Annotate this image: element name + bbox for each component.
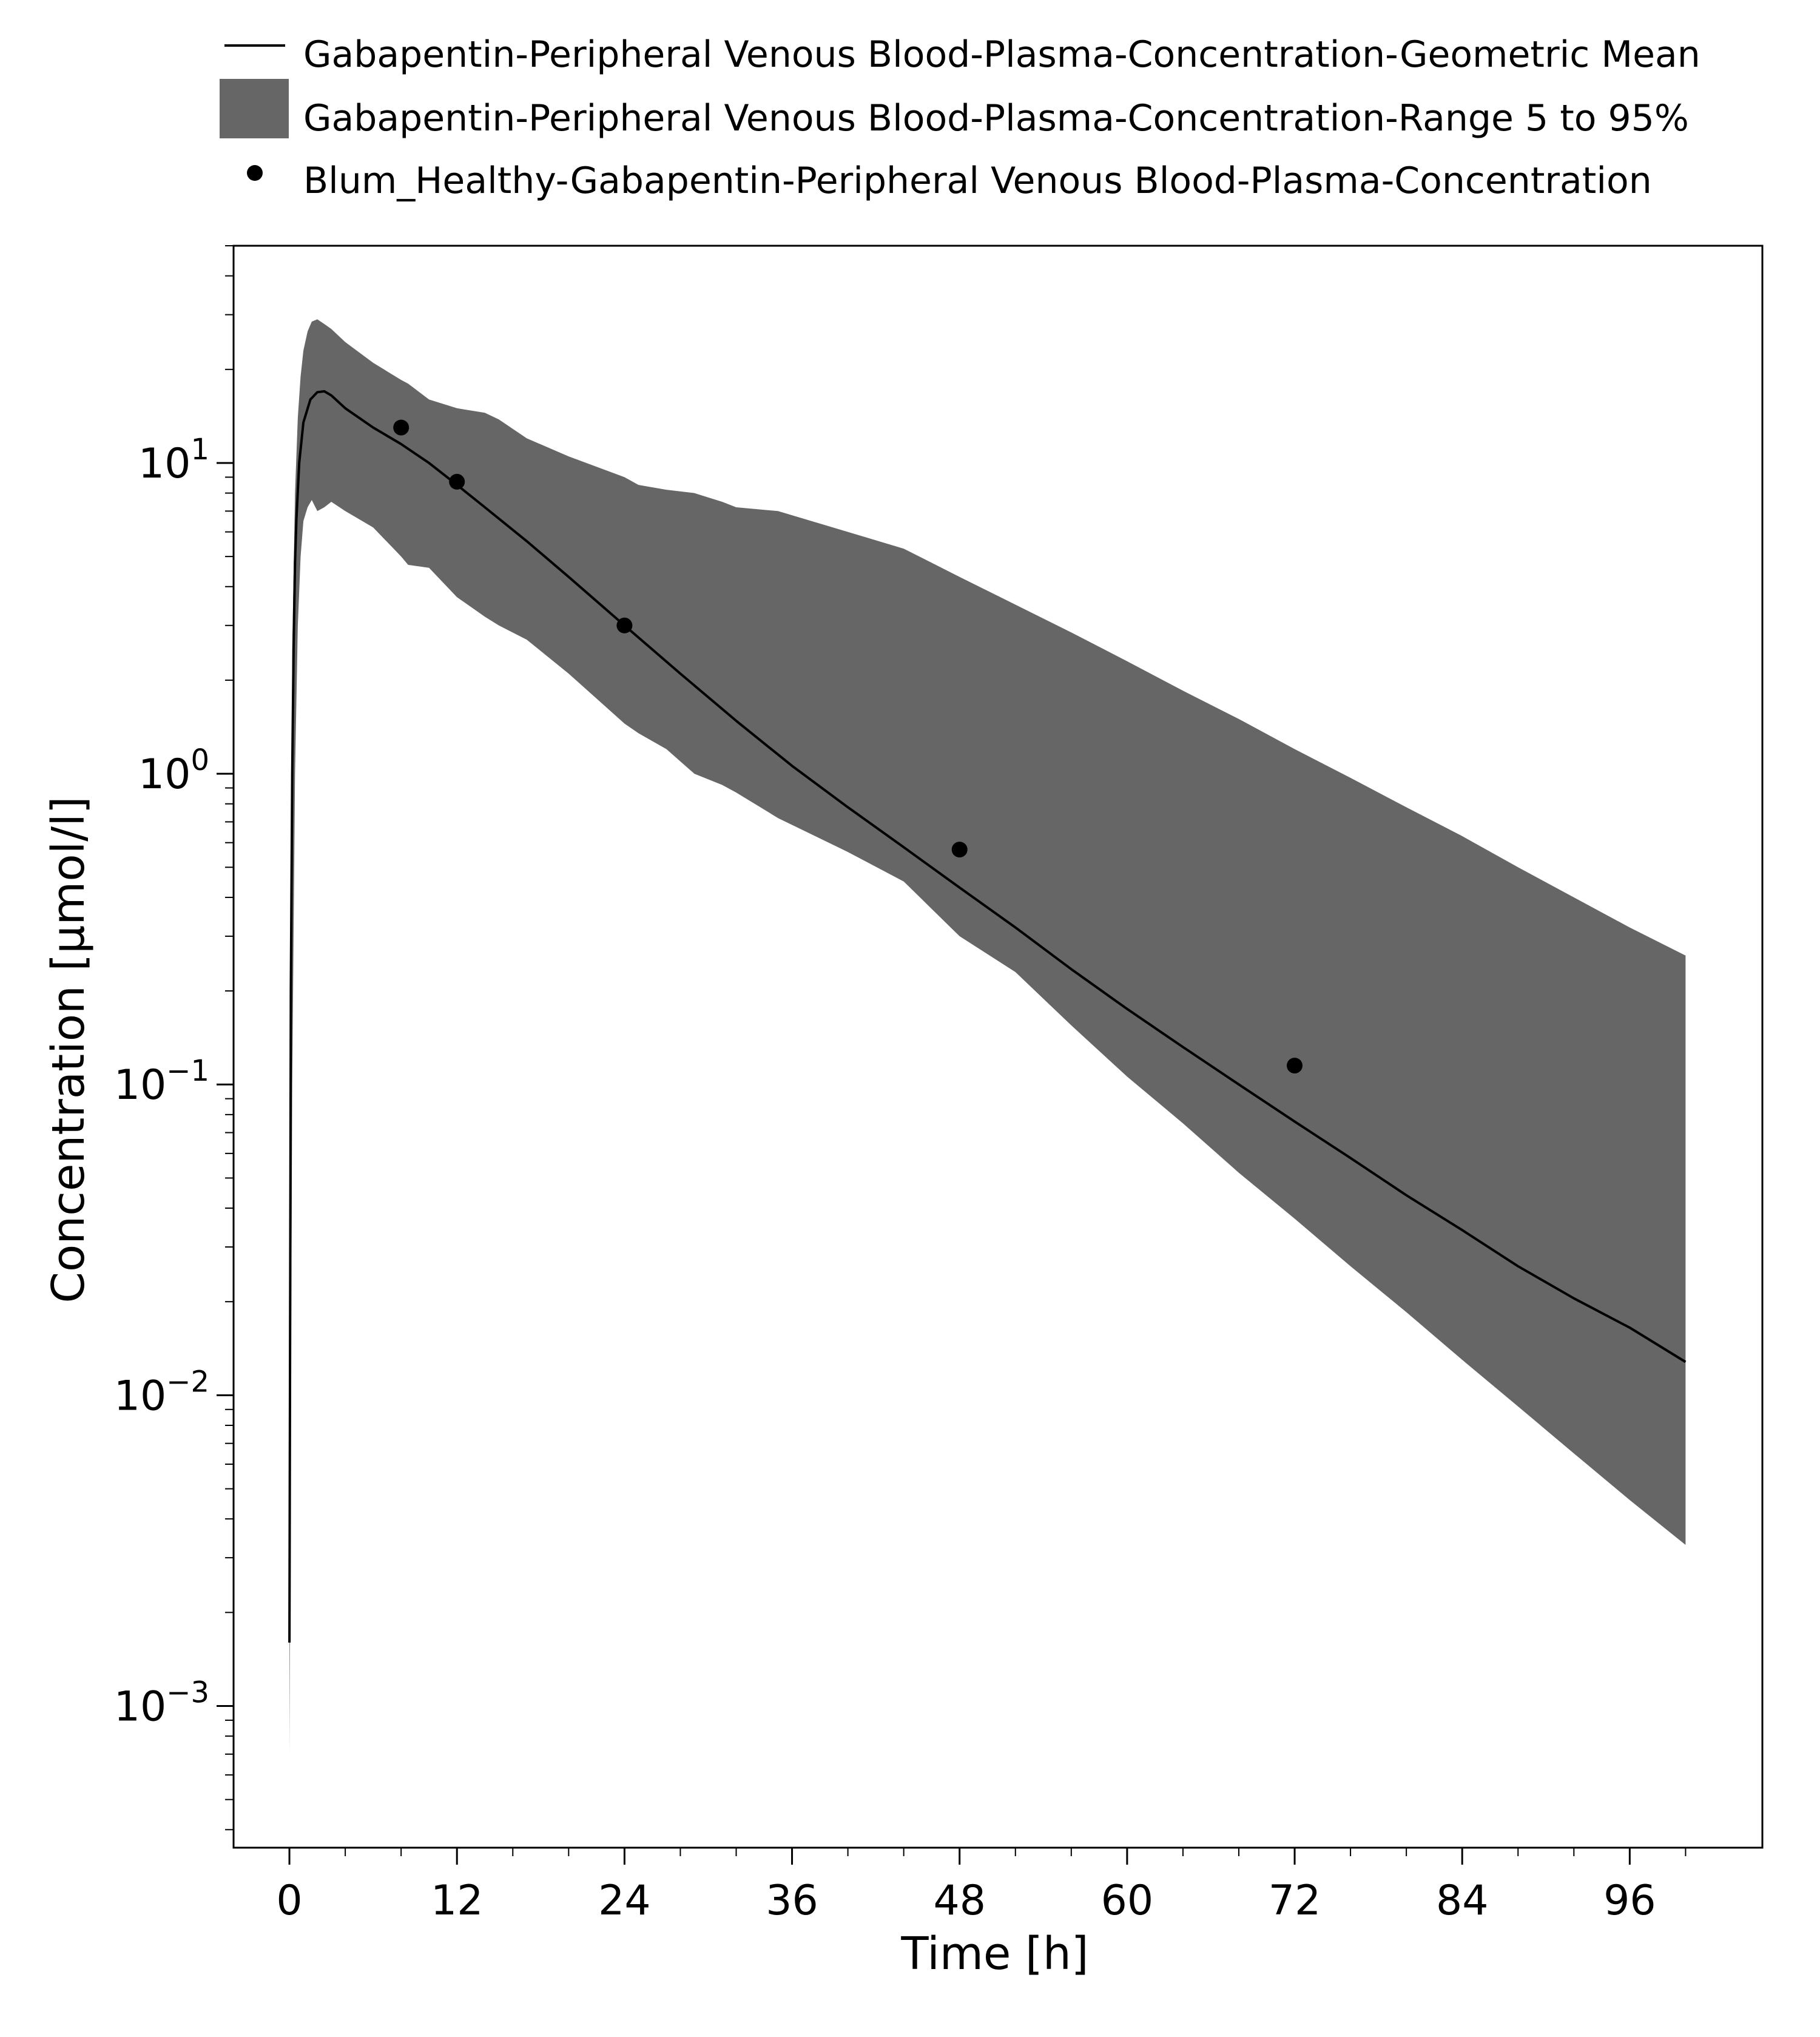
x-axis-title: Time [h] (900, 1928, 1088, 1980)
observed-point (393, 419, 410, 436)
x-tick-label: 36 (766, 1877, 818, 1925)
y-tick-label: 101 (138, 433, 209, 488)
x-tick-label: 96 (1603, 1877, 1656, 1925)
y-tick-label: 10−3 (114, 1676, 209, 1731)
observed-point (951, 842, 968, 858)
range-band (289, 319, 1686, 1754)
y-axis-title: Concentration [µmol/l] (42, 796, 95, 1303)
plot-area (288, 319, 1687, 1754)
x-tick-label: 24 (598, 1877, 651, 1925)
legend-area-swatch (220, 79, 289, 138)
x-tick-label: 60 (1101, 1877, 1154, 1925)
axes: 0 12 24 36 48 60 72 84 96 10−3 10−2 10−1 100 101 (114, 245, 1764, 1925)
x-tick-label: 12 (431, 1877, 484, 1925)
observed-point (616, 617, 633, 633)
legend-dot-swatch (247, 165, 263, 181)
x-tick-label: 72 (1269, 1877, 1321, 1925)
y-tick-label: 100 (138, 743, 209, 799)
y-tick-label: 10−2 (114, 1365, 209, 1420)
mean-line (288, 390, 1687, 1643)
legend-label-mean: Gabapentin-Peripheral Venous Blood-Plasm… (303, 33, 1700, 76)
legend-label-range: Gabapentin-Peripheral Venous Blood-Plasm… (303, 97, 1689, 140)
x-tick-label: 84 (1436, 1877, 1489, 1925)
observed-point (449, 473, 465, 490)
y-tick-label: 10−1 (114, 1054, 209, 1109)
legend-label-observed: Blum_Healthy-Gabapentin-Peripheral Venou… (303, 160, 1652, 202)
legend: Gabapentin-Peripheral Venous Blood-Plasm… (220, 33, 1700, 202)
x-tick-label: 48 (933, 1877, 986, 1925)
plot-frame (232, 245, 1764, 1849)
x-tick-label: 0 (276, 1877, 302, 1925)
observed-point (1287, 1058, 1303, 1074)
